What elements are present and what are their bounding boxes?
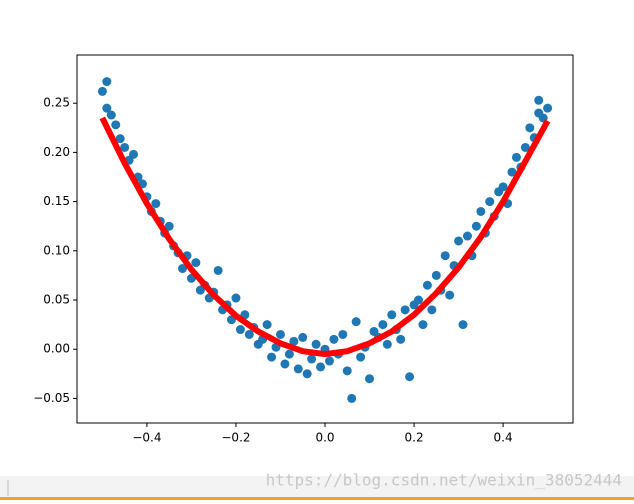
x-tick-label: 0.4 <box>494 431 513 445</box>
scatter-point <box>365 374 375 384</box>
scatter-point <box>102 103 112 113</box>
scatter-point <box>396 334 406 344</box>
scatter-point <box>445 290 455 300</box>
scatter-point <box>111 120 121 130</box>
scatter-point <box>102 77 112 87</box>
scatter-point <box>115 134 125 144</box>
scatter-point <box>382 339 392 349</box>
status-bar-edge <box>0 497 634 500</box>
scatter-point <box>106 110 116 120</box>
scatter-point <box>120 142 130 152</box>
scatter-point <box>284 349 294 359</box>
y-tick-label: 0.10 <box>43 243 70 257</box>
scatter-point <box>289 336 299 346</box>
scatter-point <box>431 270 441 280</box>
y-tick-label: 0.15 <box>43 194 70 208</box>
scatter-point <box>485 197 495 207</box>
scatter-point <box>191 258 201 268</box>
scatter-point <box>151 199 161 209</box>
y-tick-label: −0.05 <box>33 391 70 405</box>
scatter-point <box>342 366 352 376</box>
scatter-point <box>267 352 277 362</box>
scatter-point <box>507 167 517 177</box>
scatter-point <box>324 356 334 366</box>
scatter-point <box>498 182 508 192</box>
scatter-point <box>440 251 450 261</box>
scatter-point <box>462 231 472 241</box>
scatter-point <box>178 264 188 274</box>
scatter-point <box>387 310 397 320</box>
x-tick-label: −0.4 <box>132 431 161 445</box>
scatter-point <box>244 329 254 339</box>
scatter-point <box>378 320 388 330</box>
x-tick-label: −0.2 <box>221 431 250 445</box>
scatter-point <box>231 293 241 303</box>
scatter-point <box>302 369 312 379</box>
scatter-point <box>329 334 339 344</box>
y-tick-label: 0.25 <box>43 96 70 110</box>
scatter-point <box>338 329 348 339</box>
x-tick-label: 0.2 <box>405 431 424 445</box>
scatter-point <box>400 305 410 315</box>
status-bar <box>0 476 634 500</box>
scatter-point <box>347 393 357 403</box>
watermark: https://blog.csdn.net/weixin_38052444 <box>266 471 622 490</box>
scatter-point <box>418 320 428 330</box>
y-tick-label: 0.20 <box>43 145 70 159</box>
scatter-point <box>351 317 361 327</box>
scatter-point <box>405 372 415 382</box>
scatter-point <box>422 280 432 290</box>
scatter-point <box>458 320 468 330</box>
scatter-point <box>525 123 535 133</box>
scatter-point <box>534 95 544 105</box>
scatter-point <box>311 339 321 349</box>
scatter-point <box>280 359 290 369</box>
scatter-point <box>213 265 223 275</box>
scatter-point <box>471 221 481 231</box>
scatter-point <box>97 86 107 96</box>
scatter-point <box>454 236 464 246</box>
scatter-point <box>164 221 174 231</box>
scatter-point <box>520 142 530 152</box>
scatter-point <box>414 295 424 305</box>
y-tick-label: 0.05 <box>43 293 70 307</box>
scatter-point <box>543 103 553 113</box>
scatter-point <box>235 325 245 335</box>
plot-frame <box>76 54 574 424</box>
scatter-point <box>511 152 521 162</box>
y-tick-label: 0.00 <box>43 342 70 356</box>
fit-line <box>99 116 551 358</box>
scatter-point <box>307 354 317 364</box>
scatter-point <box>129 149 139 159</box>
scatter-point <box>356 352 366 362</box>
scatter-point <box>298 332 308 342</box>
scatter-point <box>427 305 437 315</box>
scatter-point <box>275 329 285 339</box>
scatter-point <box>476 206 486 216</box>
scatter-point <box>316 362 326 372</box>
scatter-point <box>293 364 303 374</box>
scatter-point <box>262 320 272 330</box>
x-tick-label: 0.0 <box>315 431 334 445</box>
